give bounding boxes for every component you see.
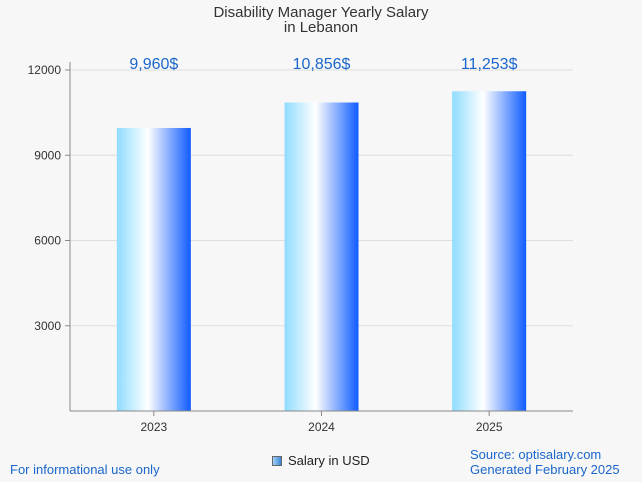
y-tick-label: 6000 — [34, 234, 61, 248]
y-tick-label: 3000 — [34, 319, 61, 333]
x-tick-label: 2025 — [476, 420, 503, 434]
y-tick-label: 12000 — [28, 63, 62, 77]
data-label: 10,856$ — [293, 56, 351, 73]
bar — [284, 102, 359, 411]
chart-title: Disability Manager Yearly Salary — [213, 4, 429, 21]
x-tick-label: 2023 — [140, 420, 167, 434]
x-tick-label: 2024 — [308, 420, 335, 434]
bar — [452, 91, 527, 412]
bars — [116, 91, 527, 412]
disclaimer-text: For informational use only — [10, 462, 160, 477]
legend[interactable]: Salary in USD — [272, 453, 370, 468]
legend-label: Salary in USD — [288, 453, 370, 468]
chart-subtitle: in Lebanon — [283, 19, 359, 36]
legend-swatch-icon — [272, 455, 282, 466]
source-link[interactable]: Source: optisalary.com — [470, 447, 602, 462]
data-label: 11,253$ — [461, 56, 518, 73]
bar — [116, 127, 191, 411]
axes — [65, 62, 573, 416]
data-label: 9,960$ — [129, 56, 178, 73]
generated-date: Generated February 2025 — [470, 462, 620, 477]
labels: 3000 6000 9000 12000 9,960$ 2023 10,856$ 2024 11… — [28, 56, 518, 434]
y-tick-label: 9000 — [34, 148, 61, 162]
